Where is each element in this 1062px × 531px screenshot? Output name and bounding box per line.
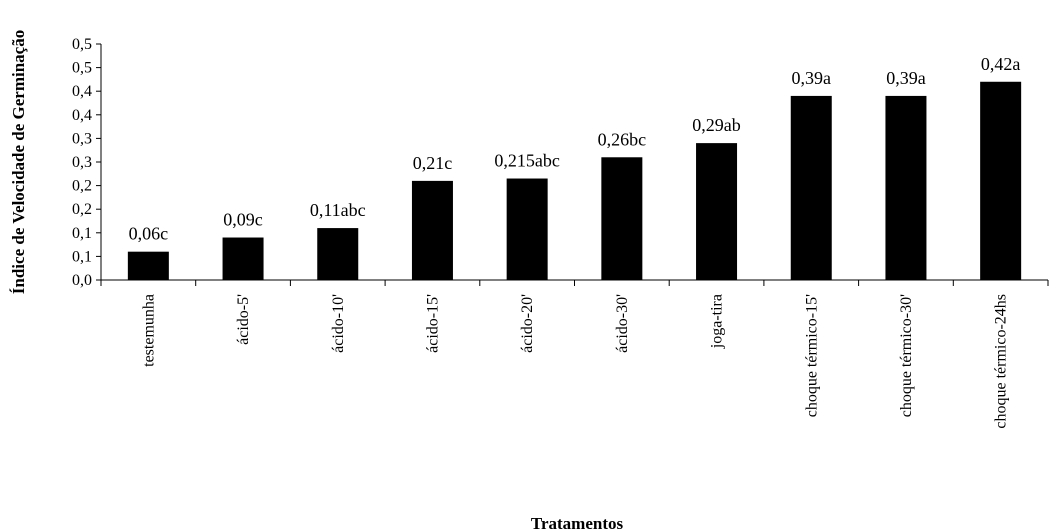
data-labels: 0,06c 0,09c 0,11abc 0,21c 0,215abc 0,26bc 0,29… [129, 54, 1021, 244]
data-label: 0,39a [886, 68, 926, 88]
bar [411, 180, 453, 280]
y-tick-label: 0,1 [72, 248, 92, 265]
y-tick-label: 0,3 [72, 130, 92, 147]
category-label: ácido-10' [330, 294, 347, 353]
y-tick-label: 0,4 [72, 83, 92, 100]
bar [317, 228, 359, 280]
y-tick-label: 0,4 [72, 107, 92, 124]
category-label: ácido-15' [424, 294, 441, 353]
y-axis-title: Índice de Velocidade de Germinação [9, 30, 28, 294]
x-axis [100, 279, 1049, 286]
bar [980, 81, 1022, 280]
bar [222, 237, 264, 280]
bar [790, 95, 832, 280]
bar [696, 143, 738, 280]
y-tick-label: 0,5 [72, 36, 92, 53]
category-label: ácido-5' [235, 294, 252, 345]
data-label: 0,11abc [310, 200, 366, 220]
data-label: 0,09c [223, 210, 263, 230]
y-axis: 0,0 0,1 0,1 0,2 0,2 0,3 0,3 0,4 0,4 0,5 0,5 [72, 36, 102, 289]
category-label: choque térmico-24hs [993, 294, 1010, 429]
bar [885, 95, 927, 280]
bars [127, 81, 1022, 280]
bar [601, 157, 643, 280]
category-label: testemunha [140, 294, 157, 367]
y-tick-label: 0,0 [72, 272, 92, 289]
y-tick-label: 0,2 [72, 178, 92, 195]
category-label: ácido-30' [614, 294, 631, 353]
bar [127, 251, 169, 280]
y-tick-label: 0,5 [72, 60, 92, 77]
y-tick-label: 0,3 [72, 154, 92, 171]
x-axis-title: Tratamentos [531, 514, 624, 531]
data-label: 0,06c [129, 224, 169, 244]
data-label: 0,215abc [494, 151, 559, 171]
bar [506, 178, 548, 280]
data-label: 0,21c [413, 153, 453, 173]
data-label: 0,29ab [692, 115, 741, 135]
category-labels: testemunha ácido-5' ácido-10' ácido-15' ácid… [140, 294, 1009, 429]
data-label: 0,39a [792, 68, 832, 88]
category-label: choque térmico-30' [898, 294, 915, 417]
data-label: 0,26bc [598, 129, 647, 149]
category-label: ácido-20' [519, 294, 536, 353]
category-label: choque térmico-15' [803, 294, 820, 417]
category-label: joga-tira [709, 294, 726, 349]
y-tick-label: 0,2 [72, 201, 92, 218]
y-tick-label: 0,1 [72, 225, 92, 242]
data-label: 0,42a [981, 54, 1021, 74]
